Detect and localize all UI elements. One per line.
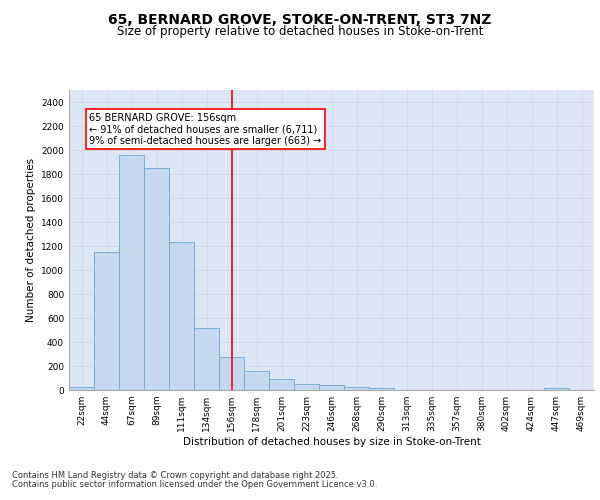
Y-axis label: Number of detached properties: Number of detached properties xyxy=(26,158,35,322)
Text: Contains public sector information licensed under the Open Government Licence v3: Contains public sector information licen… xyxy=(12,480,377,489)
Bar xyxy=(294,384,319,390)
X-axis label: Distribution of detached houses by size in Stoke-on-Trent: Distribution of detached houses by size … xyxy=(182,437,481,447)
Text: Contains HM Land Registry data © Crown copyright and database right 2025.: Contains HM Land Registry data © Crown c… xyxy=(12,471,338,480)
Bar xyxy=(369,388,394,390)
Bar xyxy=(69,387,94,390)
Bar xyxy=(169,242,194,390)
Bar xyxy=(144,168,169,390)
Text: 65, BERNARD GROVE, STOKE-ON-TRENT, ST3 7NZ: 65, BERNARD GROVE, STOKE-ON-TRENT, ST3 7… xyxy=(109,12,491,26)
Text: Size of property relative to detached houses in Stoke-on-Trent: Size of property relative to detached ho… xyxy=(117,25,483,38)
Bar xyxy=(94,252,119,390)
Bar xyxy=(319,385,344,390)
Bar xyxy=(119,155,144,390)
Bar xyxy=(344,387,369,390)
Bar xyxy=(544,388,569,390)
Text: 65 BERNARD GROVE: 156sqm
← 91% of detached houses are smaller (6,711)
9% of semi: 65 BERNARD GROVE: 156sqm ← 91% of detach… xyxy=(89,113,321,146)
Bar xyxy=(219,357,244,390)
Bar xyxy=(194,328,219,390)
Bar xyxy=(244,372,269,390)
Bar xyxy=(269,379,294,390)
